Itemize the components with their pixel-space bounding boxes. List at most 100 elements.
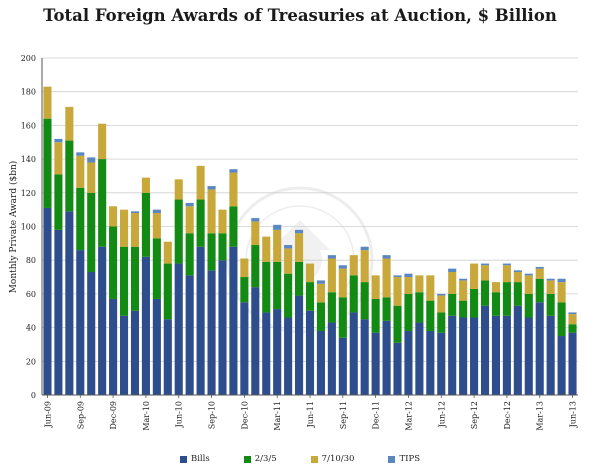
x-tick-label: Jun-09: [43, 401, 52, 428]
x-tick-label: Jun-13: [569, 401, 578, 428]
bar-segment-7-10-30: [382, 258, 391, 298]
bar-segment-tips: [393, 275, 402, 278]
bar-segment-bills: [382, 320, 391, 395]
bar-segment-bills: [404, 330, 413, 395]
bar-segment-7-10-30: [65, 106, 74, 141]
bar-segment-2-3-5: [295, 261, 304, 296]
bar-segment-2-3-5: [196, 199, 205, 247]
y-tick-label: 40: [26, 324, 36, 333]
bar-segment-tips: [185, 202, 194, 207]
bar-segment-bills: [305, 310, 315, 395]
bar-segment-2-3-5: [273, 261, 282, 310]
bar-segment-tips: [284, 245, 293, 249]
chart-title: Total Foreign Awards of Treasuries at Au…: [43, 6, 557, 25]
bar-segment-tips: [273, 224, 282, 230]
bar-segment-7-10-30: [360, 250, 369, 283]
x-tick-label: Dec-10: [240, 401, 249, 430]
legend: Bills 2/3/5 7/10/30 TIPS: [0, 452, 600, 466]
bar-segment-bills: [546, 315, 555, 395]
bar-segment-bills: [480, 305, 490, 395]
bar-segment-tips: [382, 255, 391, 259]
legend-item: 7/10/30: [310, 452, 355, 466]
bar-segment-7-10-30: [240, 258, 249, 278]
y-tick-label: 60: [26, 290, 36, 299]
bar-segment-7-10-30: [491, 282, 501, 293]
bar-segment-2-3-5: [382, 297, 391, 321]
bar-segment-bills: [119, 315, 129, 395]
bar-segment-2-3-5: [349, 275, 358, 313]
bar-segment-7-10-30: [371, 275, 380, 299]
y-tick-label: 200: [21, 54, 36, 63]
y-tick-label: 160: [21, 121, 36, 130]
bar-segment-bills: [130, 310, 140, 395]
bar-segment-2-3-5: [284, 273, 293, 318]
bar-segment-bills: [229, 246, 238, 395]
bar-segment-7-10-30: [524, 275, 533, 294]
x-tick-label: Sep-11: [339, 401, 348, 429]
bar-segment-2-3-5: [240, 277, 249, 303]
bar-segment-2-3-5: [491, 292, 501, 316]
bar-segment-2-3-5: [174, 199, 183, 264]
bar-segment-2-3-5: [43, 118, 52, 208]
bar-segment-tips: [437, 293, 446, 296]
legend-item: TIPS: [388, 452, 420, 466]
bar-segment-tips: [524, 273, 533, 276]
bar-segment-tips: [404, 273, 413, 278]
bar-segment-7-10-30: [284, 248, 293, 274]
bar-segment-7-10-30: [87, 162, 96, 193]
bar-segment-7-10-30: [218, 209, 227, 234]
bar-segment-7-10-30: [262, 236, 271, 262]
bar-segment-7-10-30: [251, 221, 260, 246]
bar-segment-2-3-5: [546, 293, 555, 316]
x-tick-label: Jun-11: [306, 401, 315, 428]
bar-segment-bills: [437, 332, 446, 395]
bar-segment-bills: [240, 302, 249, 395]
legend-label: 7/10/30: [321, 454, 355, 464]
bar-segment-bills: [338, 337, 347, 395]
bar-segment-tips: [459, 278, 468, 281]
bar-segment-7-10-30: [130, 213, 140, 247]
bar-segment-bills: [557, 336, 566, 395]
bar-segment-2-3-5: [480, 280, 490, 306]
bar-segment-2-3-5: [524, 293, 533, 318]
bar-segment-bills: [316, 330, 325, 395]
bar-segment-2-3-5: [305, 282, 315, 311]
bar-segment-tips: [152, 209, 161, 214]
bar-segment-7-10-30: [43, 86, 52, 119]
legend-label: 2/3/5: [254, 454, 277, 464]
bar-segment-7-10-30: [316, 283, 325, 303]
bar-segment-tips: [207, 186, 216, 190]
bar-segment-bills: [76, 250, 85, 395]
y-tick-label: 20: [26, 357, 36, 366]
bar-segment-2-3-5: [65, 140, 74, 212]
bar-segment-2-3-5: [76, 187, 85, 251]
bar-segment-bills: [284, 317, 293, 395]
y-tick-label: 140: [21, 155, 36, 164]
bar-segment-7-10-30: [152, 213, 161, 239]
bar-segment-bills: [535, 302, 544, 395]
bar-segment-bills: [448, 315, 457, 395]
bar-segment-2-3-5: [327, 292, 336, 323]
legend-label: TIPS: [399, 454, 421, 464]
bar-segment-2-3-5: [229, 206, 238, 247]
bar-segment-tips: [338, 265, 347, 269]
bar-segment-bills: [371, 332, 380, 395]
bar-segment-bills: [141, 256, 150, 395]
bar-segment-7-10-30: [448, 271, 457, 294]
bar-segment-bills: [393, 342, 402, 395]
bar-segment-2-3-5: [87, 192, 96, 272]
x-tick-label: Sep-12: [470, 401, 479, 429]
bar-segment-2-3-5: [393, 305, 402, 343]
bar-segment-tips: [448, 268, 457, 272]
bar-segment-bills: [163, 319, 172, 395]
bar-segment-7-10-30: [459, 280, 468, 301]
bar-segment-2-3-5: [251, 245, 260, 288]
bar-segment-2-3-5: [152, 238, 161, 299]
bar-segment-2-3-5: [119, 246, 129, 316]
x-tick-label: Dec-11: [372, 401, 381, 430]
bar-segment-7-10-30: [568, 314, 577, 325]
axes: 0 20 40 60 80 100 120 140 160 180 200 Jun-09 Sep-09 D…: [21, 54, 578, 431]
bar-segment-2-3-5: [54, 174, 63, 230]
bar-segment-bills: [524, 317, 533, 395]
legend-swatch: [179, 455, 187, 463]
